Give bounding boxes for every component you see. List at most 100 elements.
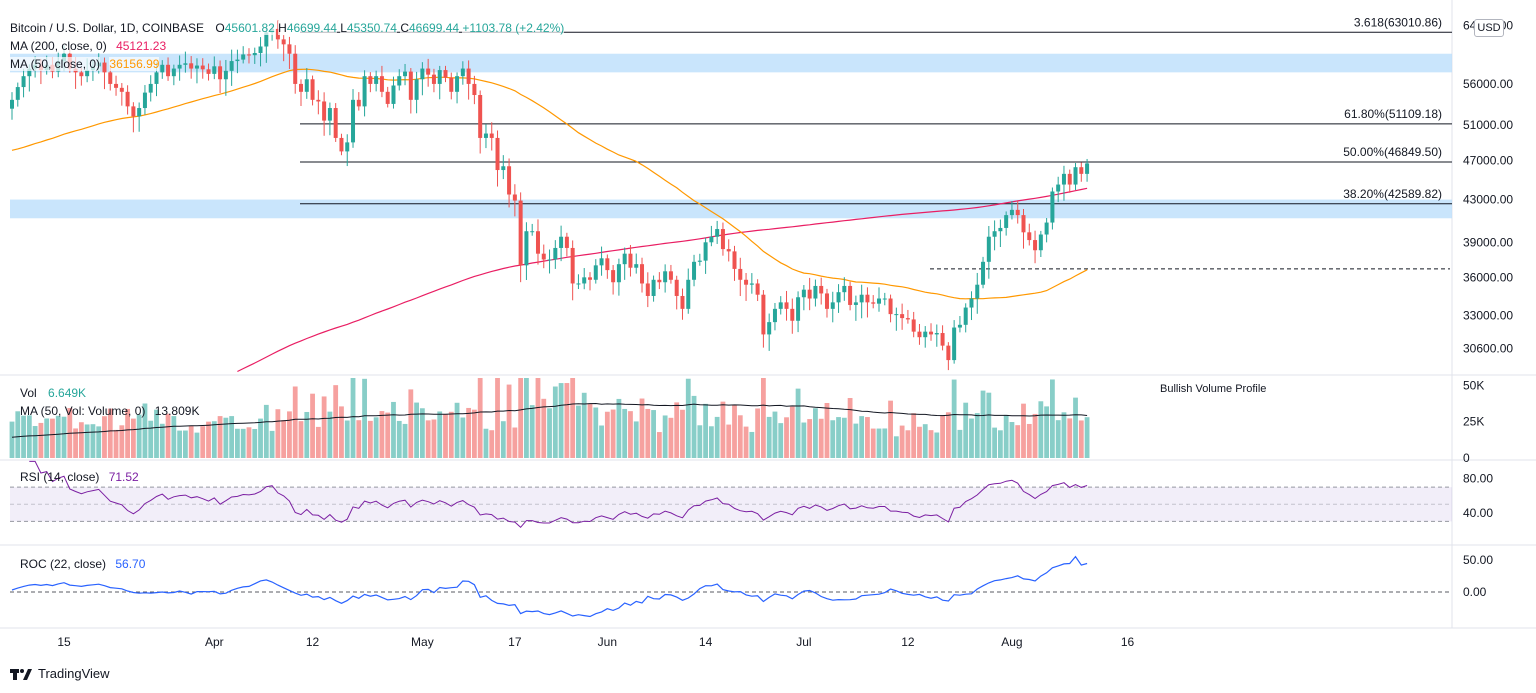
- volume-bar: [512, 427, 518, 458]
- candle: [408, 68, 413, 114]
- candle: [431, 68, 436, 93]
- candle: [374, 70, 379, 92]
- volume-bar: [934, 432, 940, 458]
- candle: [223, 59, 228, 96]
- candle-body: [460, 68, 465, 77]
- candle-body: [657, 279, 662, 283]
- volume-bar: [206, 421, 211, 458]
- volume-bar: [1044, 406, 1050, 458]
- volume-bar: [448, 411, 454, 458]
- volume-bar: [737, 415, 743, 458]
- candle: [391, 76, 396, 109]
- volume-tick-label: 0: [1463, 451, 1470, 465]
- candle-body: [761, 294, 766, 335]
- rsi-legend[interactable]: RSI (14, close) 71.52: [20, 470, 139, 484]
- footer-brand[interactable]: TradingView: [10, 666, 110, 681]
- volume-bar: [841, 417, 847, 458]
- candle: [686, 268, 691, 314]
- volume-bar: [304, 411, 310, 458]
- candle-body: [246, 54, 251, 56]
- volume-bar: [310, 393, 315, 458]
- ma50-legend[interactable]: MA (50, close, 0) 36156.99: [10, 57, 160, 71]
- candle: [218, 60, 223, 94]
- candle-body: [148, 83, 153, 93]
- candle: [807, 277, 812, 311]
- volume-bar: [1061, 412, 1067, 458]
- volume-ma-legend[interactable]: MA (50, Vol: Volume, 0) 13.809K: [20, 404, 199, 418]
- candle-body: [703, 242, 708, 261]
- candle-body: [183, 63, 188, 65]
- candle: [905, 309, 910, 324]
- candle: [483, 124, 488, 149]
- candle: [588, 272, 592, 291]
- candle: [414, 71, 419, 114]
- volume-bar: [246, 427, 252, 458]
- volume-bar: [379, 411, 385, 458]
- candle-body: [749, 283, 754, 285]
- candle-body: [547, 259, 552, 261]
- volume-bar: [1015, 425, 1021, 458]
- candle-body: [674, 279, 679, 296]
- volume-legend[interactable]: Vol 6.649K: [20, 386, 86, 400]
- time-tick-label: 15: [57, 635, 71, 649]
- volume-bar: [9, 421, 15, 458]
- volume-value: 6.649K: [48, 386, 87, 400]
- candle: [957, 315, 962, 333]
- candle-body: [934, 333, 939, 335]
- roc-tick-label: 50.00: [1463, 553, 1493, 567]
- volume-bar: [547, 408, 552, 458]
- candle-body: [154, 72, 159, 84]
- candle-body: [397, 76, 402, 86]
- volume-bar: [477, 378, 483, 458]
- candle: [640, 257, 645, 293]
- candle-body: [917, 331, 922, 338]
- candle-body: [125, 91, 130, 107]
- candle-body: [345, 142, 350, 152]
- volume-bar: [599, 425, 604, 458]
- candle-body: [85, 70, 90, 77]
- candle: [501, 155, 506, 180]
- volume-bar: [824, 403, 830, 458]
- volume-bar: [917, 426, 922, 458]
- volume-annotation: Bullish Volume Profile: [1160, 383, 1267, 395]
- candle-body: [888, 298, 893, 315]
- candle-body: [1067, 173, 1072, 185]
- rsi-line: [29, 460, 1088, 529]
- volume-bar: [339, 406, 344, 458]
- candle: [524, 222, 529, 280]
- candle-body: [830, 302, 835, 309]
- candle: [692, 254, 697, 287]
- candle: [512, 184, 517, 217]
- price-tick-label: 51000.00: [1463, 118, 1513, 132]
- volume-bar: [356, 420, 362, 458]
- candle: [830, 291, 835, 323]
- volume-bar: [905, 430, 911, 458]
- volume-bar: [113, 429, 119, 458]
- candle-body: [969, 298, 974, 308]
- currency-button[interactable]: USD: [1474, 19, 1504, 37]
- candle-body: [859, 294, 864, 303]
- ma200-value: 45121.23: [116, 39, 167, 53]
- candle: [582, 268, 587, 290]
- candle: [744, 272, 749, 301]
- volume-bar: [668, 417, 674, 458]
- volume-bar: [836, 417, 841, 458]
- volume-bar: [125, 408, 130, 458]
- volume-bar: [732, 405, 737, 458]
- candle: [235, 49, 240, 74]
- volume-bar: [1021, 403, 1026, 458]
- candle: [356, 92, 361, 111]
- candle: [252, 47, 257, 64]
- roc-legend[interactable]: ROC (22, close) 56.70: [20, 557, 145, 571]
- candle-body: [1015, 209, 1020, 216]
- candle: [495, 130, 500, 187]
- ma200-legend[interactable]: MA (200, close, 0) 45121.23: [10, 39, 167, 53]
- volume-ma-label: MA (50, Vol: Volume, 0): [20, 404, 146, 418]
- candle: [969, 291, 974, 321]
- price-tick-label: 56000.00: [1463, 77, 1513, 91]
- candle-body: [281, 39, 286, 45]
- volume-bar: [183, 430, 188, 458]
- candle-body: [622, 253, 627, 265]
- candle-body: [564, 236, 569, 248]
